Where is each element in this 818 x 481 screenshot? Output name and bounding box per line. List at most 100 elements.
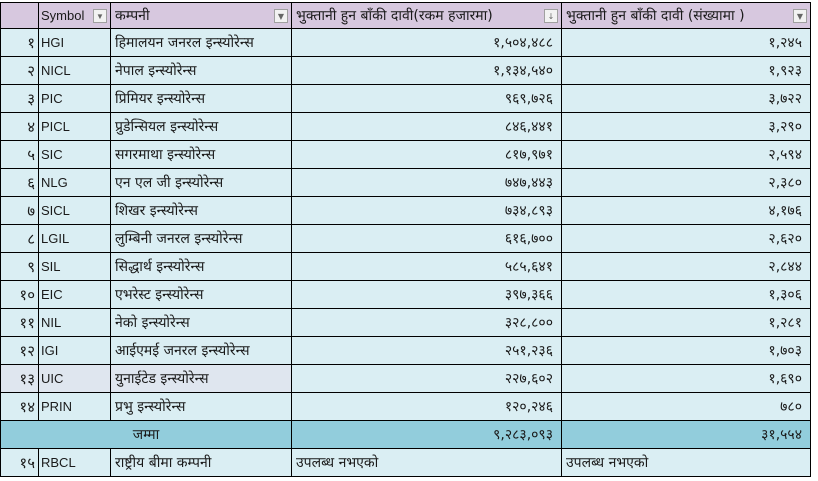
row-company: एन एल जी इन्स्योरेन्स <box>110 168 292 197</box>
header-symbol-label: Symbol <box>41 8 85 23</box>
row-symbol: PIC <box>38 84 111 113</box>
table-row: ६ NLG एन एल जी इन्स्योरेन्स ७४७,४४३ २,३८० <box>0 168 811 197</box>
sort-descending-icon[interactable]: ↓ <box>544 9 558 23</box>
row-amount: २५१,२३६ <box>291 336 562 365</box>
header-amount[interactable]: भुक्तानी हुन बाँकी दावी(रकम हजारमा) ↓ <box>291 2 562 29</box>
header-symbol[interactable]: Symbol ▼ <box>38 2 111 29</box>
row-count: २,८४४ <box>561 252 811 281</box>
table-row: ४ PICL प्रुडेन्सियल इन्स्योरेन्स ८४६,४४१ ३,२… <box>0 112 811 141</box>
header-company[interactable]: कम्पनी ▼ <box>110 2 292 29</box>
row-company: सगरमाथा इन्स्योरेन्स <box>110 140 292 169</box>
total-amount: ९,२८३,०९३ <box>291 420 562 449</box>
row-symbol: UIC <box>38 364 111 393</box>
row-amount: १,१३४,५४० <box>291 56 562 85</box>
row-index: १२ <box>0 336 39 365</box>
row-count: १,९२३ <box>561 56 811 85</box>
table-row: १२ IGI आईएमई जनरल इन्स्योरेन्स २५१,२३६ १,७०३ <box>0 336 811 365</box>
row-symbol: HGI <box>38 28 111 57</box>
row-index: ११ <box>0 308 39 337</box>
row-index: ७ <box>0 196 39 225</box>
row-index: ९ <box>0 252 39 281</box>
row-company: शिखर इन्स्योरेन्स <box>110 196 292 225</box>
header-row: Symbol ▼ कम्पनी ▼ भुक्तानी हुन बाँकी दावी(… <box>0 2 811 29</box>
row-company: हिमालयन जनरल इन्स्योरेन्स <box>110 28 292 57</box>
row-count: १,३०६ <box>561 280 811 309</box>
row-index: २ <box>0 56 39 85</box>
row-amount: ५८५,६४१ <box>291 252 562 281</box>
row-symbol: RBCL <box>38 448 111 477</box>
row-symbol: LGIL <box>38 224 111 253</box>
header-amount-label: भुक्तानी हुन बाँकी दावी(रकम हजारमा) <box>296 8 493 24</box>
table-row: १ HGI हिमालयन जनरल इन्स्योरेन्स १,५०४,४८८ १,… <box>0 28 811 57</box>
table-row: ८ LGIL लुम्बिनी जनरल इन्स्योरेन्स ६१६,७०० २,… <box>0 224 811 253</box>
row-index: १५ <box>0 448 39 477</box>
row-index: ८ <box>0 224 39 253</box>
row-symbol: NICL <box>38 56 111 85</box>
row-amount: ९६९,७२६ <box>291 84 562 113</box>
filter-dropdown-icon[interactable]: ▼ <box>274 9 288 23</box>
filter-dropdown-icon[interactable]: ▼ <box>793 9 807 23</box>
row-amount: ७३४,८९३ <box>291 196 562 225</box>
table-row: ५ SIC सगरमाथा इन्स्योरेन्स ८१७,९७१ २,५९४ <box>0 140 811 169</box>
row-company: राष्ट्रीय बीमा कम्पनी <box>110 448 292 477</box>
row-symbol: SICL <box>38 196 111 225</box>
row-count: २,३८० <box>561 168 811 197</box>
row-company: नेपाल इन्स्योरेन्स <box>110 56 292 85</box>
row-index: १३ <box>0 364 39 393</box>
row-amount: १,५०४,४८८ <box>291 28 562 57</box>
row-count: ३,२९० <box>561 112 811 141</box>
row-company: सिद्धार्थ इन्स्योरेन्स <box>110 252 292 281</box>
row-amount: उपलब्ध नभएको <box>291 448 562 477</box>
row-index: १४ <box>0 392 39 421</box>
insurance-claims-table: Symbol ▼ कम्पनी ▼ भुक्तानी हुन बाँकी दावी(… <box>0 2 811 477</box>
row-count: १,६९० <box>561 364 811 393</box>
row-company: आईएमई जनरल इन्स्योरेन्स <box>110 336 292 365</box>
row-amount: ८४६,४४१ <box>291 112 562 141</box>
table-row: ७ SICL शिखर इन्स्योरेन्स ७३४,८९३ ४,१७६ <box>0 196 811 225</box>
row-index: ४ <box>0 112 39 141</box>
row-count: ४,१७६ <box>561 196 811 225</box>
row-count: उपलब्ध नभएको <box>561 448 811 477</box>
row-symbol: IGI <box>38 336 111 365</box>
row-company: युनाईटेड इन्स्योरेन्स <box>110 364 292 393</box>
row-company: प्रुडेन्सियल इन्स्योरेन्स <box>110 112 292 141</box>
total-row: जम्मा ९,२८३,०९३ ३१,५५४ <box>0 420 811 449</box>
row-company: प्रिमियर इन्स्योरेन्स <box>110 84 292 113</box>
header-count[interactable]: भुक्तानी हुन बाँकी दावी (संख्यामा ) ▼ <box>561 2 811 29</box>
row-count: ७८० <box>561 392 811 421</box>
row-index: ३ <box>0 84 39 113</box>
total-label: जम्मा <box>0 420 292 449</box>
row-index: १० <box>0 280 39 309</box>
row-amount: २२७,६०२ <box>291 364 562 393</box>
row-amount: ७४७,४४३ <box>291 168 562 197</box>
row-symbol: PRIN <box>38 392 111 421</box>
table-row: ११ NIL नेको इन्स्योरेन्स ३२८,८०० १,२८१ <box>0 308 811 337</box>
total-count: ३१,५५४ <box>561 420 811 449</box>
row-amount: १२०,२४६ <box>291 392 562 421</box>
row-index: ५ <box>0 140 39 169</box>
row-amount: ३२८,८०० <box>291 308 562 337</box>
filter-dropdown-icon[interactable]: ▼ <box>93 9 107 23</box>
row-amount: ३९७,३६६ <box>291 280 562 309</box>
row-index: ६ <box>0 168 39 197</box>
table-row: १५ RBCL राष्ट्रीय बीमा कम्पनी उपलब्ध नभए… <box>0 448 811 477</box>
row-symbol: EIC <box>38 280 111 309</box>
row-company: नेको इन्स्योरेन्स <box>110 308 292 337</box>
row-symbol: SIL <box>38 252 111 281</box>
table-row: १३ UIC युनाईटेड इन्स्योरेन्स २२७,६०२ १,६९० <box>0 364 811 393</box>
row-company: लुम्बिनी जनरल इन्स्योरेन्स <box>110 224 292 253</box>
row-count: १,७०३ <box>561 336 811 365</box>
row-symbol: PICL <box>38 112 111 141</box>
table-row: १४ PRIN प्रभु इन्स्योरेन्स १२०,२४६ ७८० <box>0 392 811 421</box>
row-amount: ८१७,९७१ <box>291 140 562 169</box>
row-company: एभरेस्ट इन्स्योरेन्स <box>110 280 292 309</box>
header-index <box>0 2 39 29</box>
row-symbol: NLG <box>38 168 111 197</box>
table-row: ९ SIL सिद्धार्थ इन्स्योरेन्स ५८५,६४१ २,८४४ <box>0 252 811 281</box>
row-symbol: SIC <box>38 140 111 169</box>
table-row: १० EIC एभरेस्ट इन्स्योरेन्स ३९७,३६६ १,३०६ <box>0 280 811 309</box>
header-count-label: भुक्तानी हुन बाँकी दावी (संख्यामा ) <box>566 8 745 24</box>
table-row: २ NICL नेपाल इन्स्योरेन्स १,१३४,५४० १,९२३ <box>0 56 811 85</box>
row-count: ३,७२२ <box>561 84 811 113</box>
row-symbol: NIL <box>38 308 111 337</box>
